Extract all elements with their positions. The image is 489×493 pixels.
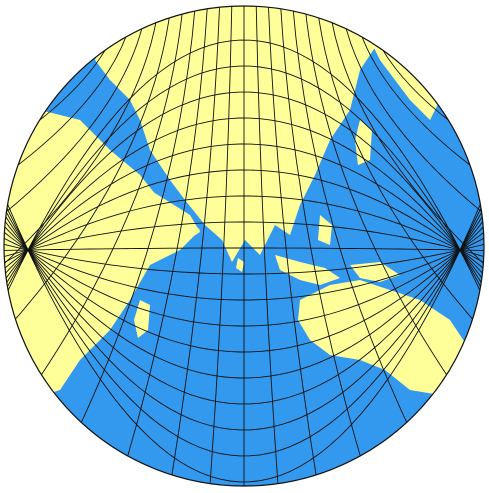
parallel [4,221,484,262]
meridian [255,6,280,486]
meridian [279,6,374,486]
meridian [4,6,137,486]
meridian [4,6,185,486]
parallel [4,169,484,283]
parallel [4,39,484,336]
parallel [4,197,484,379]
parallel [4,208,484,353]
indonesia [275,255,340,285]
madagascar [134,300,150,338]
parallel [4,117,484,304]
eurasia [95,6,400,262]
philippines [318,215,332,245]
meridian [303,6,484,486]
parallel [4,65,484,325]
meridian [315,6,484,486]
parallel [4,166,484,457]
meridian [167,6,221,486]
meridian [4,6,149,486]
meridian [4,6,173,486]
parallel [4,195,484,273]
meridian [267,6,321,486]
meridian [208,6,233,486]
meridian [363,6,484,486]
parallel [4,187,484,405]
parallel [4,176,484,431]
parallel [4,156,484,483]
meridian [351,6,484,486]
parallel [4,91,484,315]
parallel [4,229,484,301]
arabia [140,190,200,245]
japan [355,120,372,165]
meridian [339,6,484,486]
africa-europe [4,110,200,400]
parallel [4,143,484,294]
map-border [3,5,485,487]
sri-lanka [236,258,244,272]
meridian [114,6,209,486]
parallel [4,218,484,327]
parallel [4,247,484,252]
meridian [4,6,125,486]
parallel [4,239,484,275]
